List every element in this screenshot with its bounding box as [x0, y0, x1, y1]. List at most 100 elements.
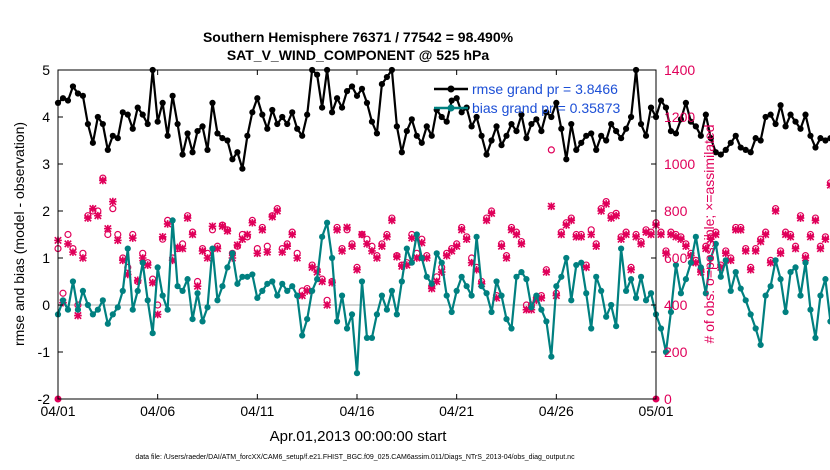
- rmse-point: [64, 97, 72, 104]
- bias-point: [742, 297, 749, 304]
- rmse-point: [214, 130, 221, 137]
- rmse-point: [209, 99, 216, 106]
- obs-possible-point: [328, 277, 336, 286]
- obs-possible-point: [617, 233, 625, 241]
- obs-possible-point: [816, 242, 825, 250]
- bias-point: [792, 264, 799, 271]
- obs-assimilated-point: [308, 263, 316, 272]
- bias-point: [483, 290, 490, 297]
- rmse-point: [438, 113, 445, 121]
- y-tick-label: 1: [42, 250, 50, 266]
- y2-tick-label: 1400: [664, 62, 695, 78]
- bias-point: [353, 370, 361, 377]
- bias-point: [732, 269, 739, 276]
- bias-point: [209, 245, 216, 252]
- bias-point: [94, 306, 101, 313]
- obs-assimilated-point: [388, 216, 396, 225]
- bias-point: [737, 285, 744, 292]
- rmse-point: [154, 118, 161, 125]
- obs-assimilated-point: [712, 230, 720, 239]
- obs-assimilated-point: [318, 277, 326, 286]
- obs-assimilated-point: [597, 207, 605, 215]
- obs-assimilated-point: [462, 235, 471, 243]
- bias-point: [717, 273, 724, 280]
- obs-assimilated-point: [79, 254, 87, 262]
- bias-point: [513, 273, 520, 280]
- x-tick-label: 04/01: [40, 403, 75, 419]
- obs-assimilated-point: [492, 294, 501, 302]
- obs-assimilated-point: [497, 242, 506, 251]
- rmse-point: [623, 125, 630, 132]
- rmse-point: [328, 109, 336, 116]
- bias-point: [363, 334, 371, 341]
- rmse-point: [109, 132, 116, 139]
- rmse-point: [802, 111, 809, 118]
- rmse-point: [348, 83, 356, 90]
- rmse-point: [239, 165, 246, 172]
- bias-point: [697, 264, 704, 271]
- bias-point: [259, 287, 266, 294]
- obs-assimilated-point: [791, 244, 800, 253]
- bias-point: [134, 287, 141, 294]
- rmse-point: [428, 132, 435, 139]
- obs-assimilated-point: [178, 244, 187, 253]
- bias-point: [687, 259, 694, 266]
- rmse-point: [319, 104, 326, 111]
- bias-point: [623, 287, 630, 294]
- rmse-point: [608, 120, 615, 128]
- rmse-point: [363, 99, 371, 106]
- rmse-point: [697, 132, 704, 139]
- obs-assimilated-point: [118, 256, 127, 265]
- obs-possible-point: [482, 214, 491, 222]
- obs-possible-point: [94, 207, 102, 215]
- bias-point: [69, 278, 77, 285]
- obs-possible-point: [637, 237, 645, 246]
- obs-possible-point: [253, 245, 261, 253]
- bias-point: [548, 353, 555, 360]
- obs-possible-point: [208, 226, 217, 234]
- bias-point: [99, 297, 106, 304]
- bias-point: [667, 308, 675, 316]
- obs-assimilated-point: [542, 268, 551, 276]
- bias-point: [533, 292, 540, 299]
- obs-possible-point: [129, 230, 137, 239]
- obs-assimilated-point: [761, 230, 770, 239]
- rmse-point: [274, 120, 281, 128]
- obs-assimilated-point: [323, 301, 331, 309]
- obs-possible-point: [368, 242, 376, 250]
- rmse-point: [74, 90, 82, 97]
- bias-point: [573, 261, 580, 269]
- obs-possible-point: [64, 230, 72, 239]
- obs-assimilated-point: [662, 249, 670, 258]
- obs-possible-point: [198, 245, 207, 253]
- bias-series: [54, 217, 830, 377]
- obs-possible-point: [597, 205, 605, 213]
- rmse-point: [289, 109, 296, 116]
- obs-assimilated-point: [343, 223, 351, 232]
- obs-possible-point: [612, 209, 620, 217]
- rmse-point: [378, 81, 386, 88]
- obs-assimilated-point: [173, 243, 182, 252]
- obs-possible-point: [193, 277, 202, 286]
- bias-point: [408, 259, 415, 266]
- chart-title: Southern Hemisphere 76371 / 77542 = 98.4…: [203, 29, 514, 45]
- bias-point: [204, 304, 211, 311]
- obs-assimilated-point: [801, 254, 810, 262]
- obs-possible-point: [512, 228, 521, 236]
- rmse-point: [822, 137, 829, 144]
- bias-point: [458, 273, 465, 280]
- obs-possible-point: [572, 230, 580, 239]
- obs-possible-point: [811, 214, 820, 222]
- rmse-point: [533, 116, 540, 123]
- bias-point: [59, 297, 67, 304]
- bias-point: [508, 325, 515, 332]
- rmse-point: [59, 95, 67, 102]
- obs-possible-point: [348, 240, 356, 248]
- obs-possible-point: [592, 240, 600, 248]
- obs-possible-point: [183, 212, 192, 220]
- obs-assimilated-point: [104, 224, 112, 233]
- obs-assimilated-point: [158, 233, 167, 241]
- bias-point: [727, 287, 734, 294]
- bias-point: [89, 311, 96, 318]
- bias-point: [817, 292, 824, 299]
